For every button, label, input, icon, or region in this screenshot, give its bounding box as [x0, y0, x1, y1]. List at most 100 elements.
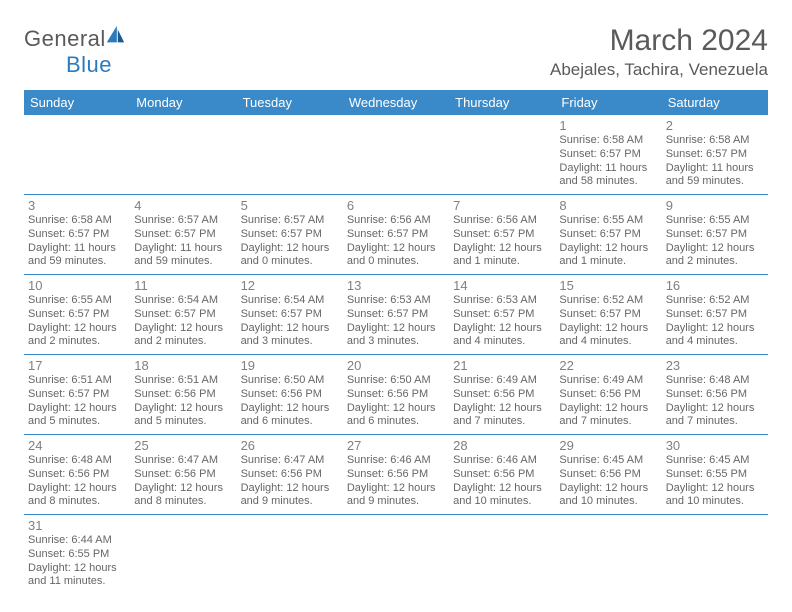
sunrise-line: Sunrise: 6:51 AM	[28, 374, 126, 388]
sunset-line: Sunset: 6:57 PM	[241, 228, 339, 242]
sunset-line: Sunset: 6:56 PM	[134, 388, 232, 402]
calendar-cell: 24Sunrise: 6:48 AMSunset: 6:56 PMDayligh…	[24, 435, 130, 515]
sunset-line: Sunset: 6:56 PM	[347, 388, 445, 402]
calendar-cell: 7Sunrise: 6:56 AMSunset: 6:57 PMDaylight…	[449, 195, 555, 275]
header: GeneralBlue March 2024 Abejales, Tachira…	[24, 24, 768, 80]
sunrise-line: Sunrise: 6:45 AM	[666, 454, 764, 468]
day-number: 5	[241, 198, 339, 213]
sunset-line: Sunset: 6:55 PM	[666, 468, 764, 482]
sunrise-line: Sunrise: 6:54 AM	[134, 294, 232, 308]
sunrise-line: Sunrise: 6:50 AM	[241, 374, 339, 388]
daylight-line: Daylight: 12 hours and 10 minutes.	[453, 482, 551, 510]
day-number: 29	[559, 438, 657, 453]
day-header: Thursday	[449, 90, 555, 115]
sunset-line: Sunset: 6:56 PM	[241, 388, 339, 402]
calendar-cell: 2Sunrise: 6:58 AMSunset: 6:57 PMDaylight…	[662, 115, 768, 195]
daylight-line: Daylight: 12 hours and 7 minutes.	[666, 402, 764, 430]
calendar-cell: 8Sunrise: 6:55 AMSunset: 6:57 PMDaylight…	[555, 195, 661, 275]
day-header: Saturday	[662, 90, 768, 115]
daylight-line: Daylight: 12 hours and 3 minutes.	[347, 322, 445, 350]
calendar-cell: 31Sunrise: 6:44 AMSunset: 6:55 PMDayligh…	[24, 515, 130, 595]
day-header: Wednesday	[343, 90, 449, 115]
daylight-line: Daylight: 12 hours and 5 minutes.	[28, 402, 126, 430]
daylight-line: Daylight: 12 hours and 7 minutes.	[453, 402, 551, 430]
day-number: 18	[134, 358, 232, 373]
calendar-cell: 22Sunrise: 6:49 AMSunset: 6:56 PMDayligh…	[555, 355, 661, 435]
calendar-cell	[555, 515, 661, 595]
calendar-cell: 26Sunrise: 6:47 AMSunset: 6:56 PMDayligh…	[237, 435, 343, 515]
calendar-cell: 9Sunrise: 6:55 AMSunset: 6:57 PMDaylight…	[662, 195, 768, 275]
sunset-line: Sunset: 6:57 PM	[666, 148, 764, 162]
day-number: 28	[453, 438, 551, 453]
calendar-cell: 21Sunrise: 6:49 AMSunset: 6:56 PMDayligh…	[449, 355, 555, 435]
day-header: Friday	[555, 90, 661, 115]
calendar-cell	[24, 115, 130, 195]
daylight-line: Daylight: 12 hours and 2 minutes.	[28, 322, 126, 350]
location: Abejales, Tachira, Venezuela	[550, 60, 768, 80]
daylight-line: Daylight: 12 hours and 1 minute.	[453, 242, 551, 270]
daylight-line: Daylight: 12 hours and 4 minutes.	[559, 322, 657, 350]
daylight-line: Daylight: 12 hours and 1 minute.	[559, 242, 657, 270]
day-number: 4	[134, 198, 232, 213]
sunrise-line: Sunrise: 6:45 AM	[559, 454, 657, 468]
day-number: 12	[241, 278, 339, 293]
sunrise-line: Sunrise: 6:46 AM	[347, 454, 445, 468]
day-header-row: SundayMondayTuesdayWednesdayThursdayFrid…	[24, 90, 768, 115]
day-number: 16	[666, 278, 764, 293]
calendar-cell: 17Sunrise: 6:51 AMSunset: 6:57 PMDayligh…	[24, 355, 130, 435]
sunrise-line: Sunrise: 6:48 AM	[666, 374, 764, 388]
sunset-line: Sunset: 6:57 PM	[347, 308, 445, 322]
day-number: 30	[666, 438, 764, 453]
calendar-row: 3Sunrise: 6:58 AMSunset: 6:57 PMDaylight…	[24, 195, 768, 275]
daylight-line: Daylight: 12 hours and 6 minutes.	[241, 402, 339, 430]
day-number: 1	[559, 118, 657, 133]
daylight-line: Daylight: 12 hours and 3 minutes.	[241, 322, 339, 350]
sunrise-line: Sunrise: 6:56 AM	[453, 214, 551, 228]
sunset-line: Sunset: 6:56 PM	[666, 388, 764, 402]
calendar-cell: 30Sunrise: 6:45 AMSunset: 6:55 PMDayligh…	[662, 435, 768, 515]
day-number: 22	[559, 358, 657, 373]
daylight-line: Daylight: 12 hours and 2 minutes.	[666, 242, 764, 270]
sunset-line: Sunset: 6:56 PM	[28, 468, 126, 482]
day-number: 3	[28, 198, 126, 213]
calendar-cell: 23Sunrise: 6:48 AMSunset: 6:56 PMDayligh…	[662, 355, 768, 435]
sunset-line: Sunset: 6:57 PM	[453, 308, 551, 322]
day-number: 25	[134, 438, 232, 453]
day-number: 6	[347, 198, 445, 213]
day-number: 26	[241, 438, 339, 453]
daylight-line: Daylight: 12 hours and 4 minutes.	[453, 322, 551, 350]
sunset-line: Sunset: 6:57 PM	[28, 228, 126, 242]
brand-logo: GeneralBlue	[24, 24, 126, 78]
calendar-body: 1Sunrise: 6:58 AMSunset: 6:57 PMDaylight…	[24, 115, 768, 594]
day-number: 13	[347, 278, 445, 293]
brand-text: GeneralBlue	[24, 24, 126, 78]
daylight-line: Daylight: 12 hours and 5 minutes.	[134, 402, 232, 430]
sunrise-line: Sunrise: 6:57 AM	[241, 214, 339, 228]
sunset-line: Sunset: 6:57 PM	[453, 228, 551, 242]
calendar-cell: 1Sunrise: 6:58 AMSunset: 6:57 PMDaylight…	[555, 115, 661, 195]
sunrise-line: Sunrise: 6:58 AM	[559, 134, 657, 148]
sunrise-line: Sunrise: 6:52 AM	[666, 294, 764, 308]
sunrise-line: Sunrise: 6:50 AM	[347, 374, 445, 388]
sail-icon	[104, 26, 126, 51]
day-number: 24	[28, 438, 126, 453]
sunset-line: Sunset: 6:56 PM	[134, 468, 232, 482]
sunset-line: Sunset: 6:56 PM	[559, 388, 657, 402]
daylight-line: Daylight: 11 hours and 59 minutes.	[666, 162, 764, 190]
calendar-cell: 5Sunrise: 6:57 AMSunset: 6:57 PMDaylight…	[237, 195, 343, 275]
sunset-line: Sunset: 6:57 PM	[134, 308, 232, 322]
sunrise-line: Sunrise: 6:55 AM	[28, 294, 126, 308]
sunrise-line: Sunrise: 6:49 AM	[453, 374, 551, 388]
calendar-cell: 15Sunrise: 6:52 AMSunset: 6:57 PMDayligh…	[555, 275, 661, 355]
brand-word2: Blue	[66, 52, 112, 77]
brand-word1: General	[24, 26, 106, 51]
calendar-cell: 16Sunrise: 6:52 AMSunset: 6:57 PMDayligh…	[662, 275, 768, 355]
calendar-cell: 12Sunrise: 6:54 AMSunset: 6:57 PMDayligh…	[237, 275, 343, 355]
day-number: 19	[241, 358, 339, 373]
sunset-line: Sunset: 6:56 PM	[241, 468, 339, 482]
day-number: 31	[28, 518, 126, 533]
sunset-line: Sunset: 6:57 PM	[241, 308, 339, 322]
day-number: 8	[559, 198, 657, 213]
sunrise-line: Sunrise: 6:49 AM	[559, 374, 657, 388]
sunset-line: Sunset: 6:56 PM	[347, 468, 445, 482]
